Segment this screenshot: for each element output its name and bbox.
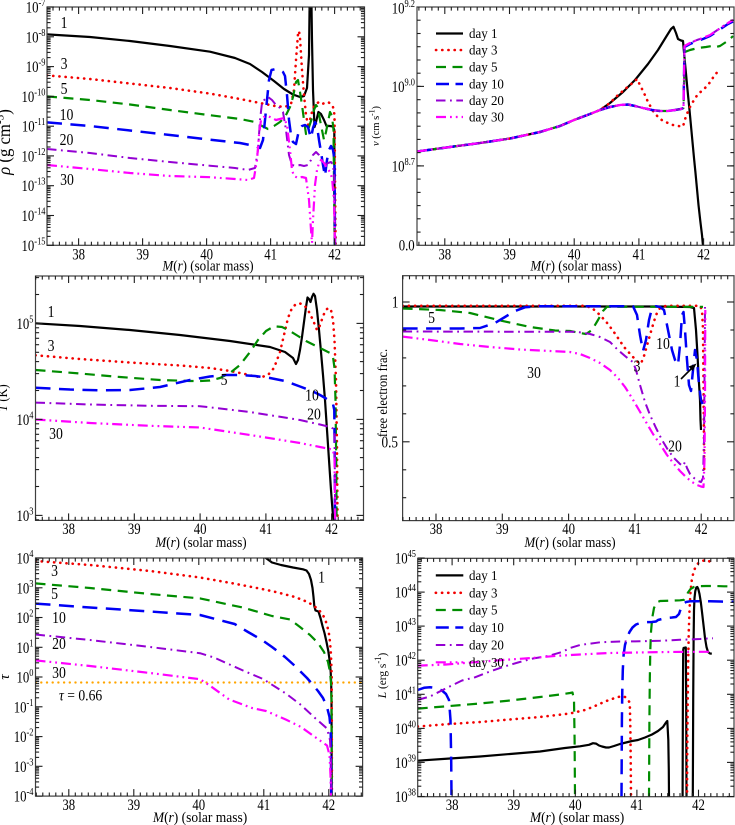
svg-text:38: 38 xyxy=(72,246,85,264)
svg-text:42: 42 xyxy=(697,246,710,264)
svg-text:day 5: day 5 xyxy=(469,59,498,74)
svg-text:3: 3 xyxy=(61,55,68,74)
svg-text:30: 30 xyxy=(52,663,66,682)
svg-text:38: 38 xyxy=(446,797,459,815)
svg-text:40: 40 xyxy=(200,246,213,264)
svg-text:5: 5 xyxy=(221,371,228,390)
svg-text:20: 20 xyxy=(668,437,682,456)
svg-text:day 1: day 1 xyxy=(469,568,497,583)
svg-text:41: 41 xyxy=(260,521,273,539)
svg-text:42: 42 xyxy=(692,797,705,815)
svg-text:L (erg s-1): L (erg s-1) xyxy=(373,653,389,700)
svg-text:5: 5 xyxy=(51,585,58,604)
svg-text:41: 41 xyxy=(257,797,270,815)
svg-text:M(r) (solar mass): M(r) (solar mass) xyxy=(529,258,621,275)
svg-text:M(r) (solar mass): M(r) (solar mass) xyxy=(161,258,253,275)
svg-text:39: 39 xyxy=(127,797,140,815)
svg-text:1: 1 xyxy=(48,303,55,322)
svg-text:42: 42 xyxy=(325,521,338,539)
svg-text:day 10: day 10 xyxy=(469,620,504,635)
svg-text:M(r) (solar mass): M(r) (solar mass) xyxy=(154,534,246,551)
svg-text:20: 20 xyxy=(60,131,74,150)
svg-text:20: 20 xyxy=(52,635,66,654)
svg-text:39: 39 xyxy=(136,246,149,264)
svg-text:1: 1 xyxy=(674,372,681,391)
svg-text:day 10: day 10 xyxy=(469,76,504,91)
svg-text:day 20: day 20 xyxy=(469,637,504,652)
svg-text:3: 3 xyxy=(51,562,58,581)
svg-text:10: 10 xyxy=(60,106,74,125)
svg-text:39: 39 xyxy=(496,521,509,539)
svg-text:5: 5 xyxy=(61,80,68,99)
svg-text:1: 1 xyxy=(61,14,68,33)
svg-text:30: 30 xyxy=(527,364,541,383)
svg-text:41: 41 xyxy=(629,521,642,539)
svg-text:41: 41 xyxy=(264,246,277,264)
svg-text:3: 3 xyxy=(48,337,55,356)
svg-text:41: 41 xyxy=(631,797,644,815)
svg-text:3: 3 xyxy=(634,357,641,376)
svg-text:M(r) (solar mass): M(r) (solar mass) xyxy=(523,534,615,551)
svg-text:day 30: day 30 xyxy=(469,109,504,124)
svg-text:20: 20 xyxy=(307,405,321,424)
svg-text:τ = 0.66: τ = 0.66 xyxy=(59,688,102,705)
svg-text:38: 38 xyxy=(62,521,75,539)
svg-text:M(r) (solar mass): M(r) (solar mass) xyxy=(529,809,625,825)
svg-text:38: 38 xyxy=(438,246,451,264)
svg-text:1: 1 xyxy=(318,568,325,587)
svg-text:10: 10 xyxy=(52,609,66,628)
svg-text:τ: τ xyxy=(0,674,13,680)
svg-text:30: 30 xyxy=(60,171,74,190)
svg-text:M(r) (solar mass): M(r) (solar mass) xyxy=(152,809,248,825)
svg-text:30: 30 xyxy=(49,425,63,444)
svg-text:5: 5 xyxy=(428,309,435,328)
svg-text:0.5: 0.5 xyxy=(382,434,398,452)
svg-text:free electron frac.: free electron frac. xyxy=(375,349,391,437)
svg-text:40: 40 xyxy=(569,797,582,815)
svg-text:38: 38 xyxy=(430,521,443,539)
svg-text:40: 40 xyxy=(194,521,207,539)
svg-text:38: 38 xyxy=(62,797,75,815)
svg-text:40: 40 xyxy=(562,521,575,539)
svg-text:day 30: day 30 xyxy=(469,654,504,669)
svg-text:day 3: day 3 xyxy=(469,42,498,57)
svg-text:day 3: day 3 xyxy=(469,585,498,600)
svg-text:39: 39 xyxy=(128,521,141,539)
svg-text:40: 40 xyxy=(568,246,581,264)
svg-text:day 5: day 5 xyxy=(469,602,498,617)
svg-text:day 1: day 1 xyxy=(469,26,497,41)
svg-text:39: 39 xyxy=(507,797,520,815)
svg-text:ρ (g cm-3): ρ (g cm-3) xyxy=(0,109,14,176)
svg-text:10: 10 xyxy=(656,335,670,354)
svg-text:40: 40 xyxy=(192,797,205,815)
svg-text:0.0: 0.0 xyxy=(399,237,415,255)
svg-text:39: 39 xyxy=(503,246,516,264)
svg-text:day 20: day 20 xyxy=(469,93,504,108)
svg-text:42: 42 xyxy=(695,521,708,539)
svg-text:T (K): T (K) xyxy=(0,384,10,411)
svg-text:41: 41 xyxy=(633,246,646,264)
svg-text:10: 10 xyxy=(305,386,319,405)
svg-text:42: 42 xyxy=(328,246,341,264)
svg-text:1: 1 xyxy=(392,294,399,312)
svg-text:42: 42 xyxy=(322,797,335,815)
